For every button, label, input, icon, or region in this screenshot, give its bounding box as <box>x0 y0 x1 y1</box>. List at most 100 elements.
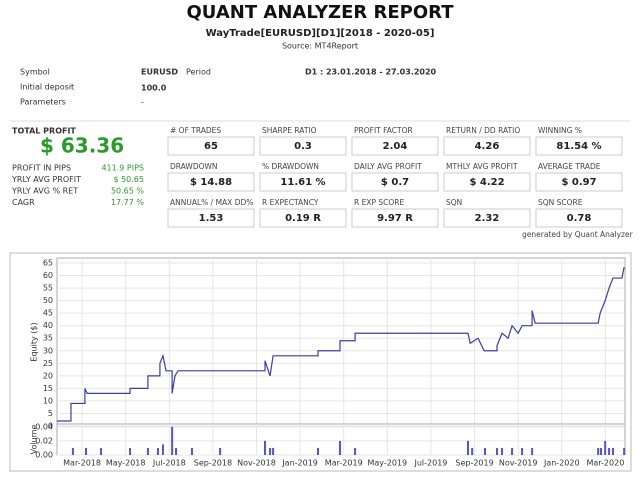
volume-bar <box>484 447 487 455</box>
volume-bar <box>600 447 603 455</box>
x-tick-label: Mar-2019 <box>325 459 363 468</box>
volume-bar <box>175 447 178 455</box>
stat-label: MTHLY AVG PROFIT <box>446 162 518 171</box>
stat-label: DAILY AVG PROFIT <box>354 162 422 171</box>
volume-bar <box>146 447 149 455</box>
stat-value: $ 4.22 <box>469 177 504 188</box>
stat-box <box>167 208 255 228</box>
label: Parameters <box>20 98 66 107</box>
y-axis-label: Volume <box>30 425 39 455</box>
stat-box <box>443 208 531 228</box>
volume-bar <box>339 440 342 455</box>
volume-bar <box>604 440 607 455</box>
stat-box <box>167 172 255 192</box>
summary-label: YRLY AVG % RET <box>11 187 78 196</box>
x-tick-label: Jul-2018 <box>152 459 186 468</box>
stat-label: SHARPE RATIO <box>262 126 317 135</box>
y-tick-label: 35 <box>43 334 53 343</box>
y-tick-label: 15 <box>43 384 53 393</box>
stat-value: 0.19 R <box>285 213 321 224</box>
label: Symbol <box>20 68 50 77</box>
value: 100.0 <box>141 84 167 93</box>
y-tick-label: 60 <box>43 271 53 280</box>
stat-label: DRAWDOWN <box>170 162 218 171</box>
volume-bar <box>496 447 499 455</box>
volume-bar <box>264 440 267 455</box>
volume-bar <box>623 447 626 455</box>
summary-value: 411.9 PIPS <box>101 164 144 173</box>
y-tick-label: 0.02 <box>35 436 53 445</box>
chart-frame <box>9 252 632 472</box>
stat-label: % DRAWDOWN <box>262 162 319 171</box>
stat-box <box>259 172 347 192</box>
stat-value: 81.54 % <box>556 141 601 152</box>
total-profit: $ 63.36 <box>40 134 124 158</box>
stat-value: 0.78 <box>567 213 592 224</box>
x-tick-label: May-2018 <box>106 459 146 468</box>
stat-value: 4.26 <box>475 141 500 152</box>
stat-label: ANNUAL% / MAX DD% <box>170 198 253 207</box>
y-tick-label: 10 <box>43 396 53 405</box>
summary-label: CAGR <box>12 198 35 207</box>
stat-box <box>443 172 531 192</box>
y-tick-label: 55 <box>43 284 53 293</box>
value: EURUSD <box>141 68 178 77</box>
x-tick-label: May-2019 <box>368 459 408 468</box>
subtitle: WayTrade[EURUSD][D1][2018 - 2020-05] <box>206 28 435 39</box>
x-tick-label: Jul-2019 <box>413 459 447 468</box>
x-tick-label: Sep-2018 <box>194 459 232 468</box>
summary-label: YRLY AVG PROFIT <box>11 175 81 184</box>
summary-label: PROFIT IN PIPS <box>12 164 71 173</box>
stat-label: AVERAGE TRADE <box>538 162 601 171</box>
stat-box <box>259 208 347 228</box>
x-tick-label: Jan-2020 <box>543 459 580 468</box>
stat-value: $ 14.88 <box>190 177 232 188</box>
stat-value: 0.3 <box>294 141 312 152</box>
stat-label: R EXPECTANCY <box>262 198 319 207</box>
stat-box <box>351 172 439 192</box>
volume-bar <box>597 447 600 455</box>
volume-bar <box>511 447 514 455</box>
y-tick-label: 0.00 <box>35 451 53 460</box>
x-tick-label: Mar-2018 <box>63 459 101 468</box>
volume-bar <box>161 444 164 455</box>
volume-bar <box>531 447 534 455</box>
volume-bar <box>612 447 615 455</box>
stat-box <box>167 136 255 156</box>
volume-bar <box>501 447 504 455</box>
stat-box <box>535 172 623 192</box>
x-tick-label: Nov-2018 <box>237 459 276 468</box>
y-tick-label: 25 <box>43 359 53 368</box>
y-tick-label: 30 <box>43 346 53 355</box>
stat-label: # OF TRADES <box>170 126 221 135</box>
stat-label: SQN <box>446 198 462 207</box>
y-tick-label: 50 <box>43 296 53 305</box>
y-axis-label: Equity ($) <box>30 322 39 361</box>
stat-value: 2.04 <box>383 141 408 152</box>
y-tick-label: 65 <box>43 259 53 268</box>
stat-label: RETURN / DD RATIO <box>446 126 520 135</box>
summary-value: $ 50.65 <box>113 175 144 184</box>
volume-bar <box>316 447 319 455</box>
summary-value: 17.77 % <box>111 198 144 207</box>
stat-value: 65 <box>204 141 218 152</box>
stat-box <box>351 208 439 228</box>
stat-value: 11.61 % <box>280 177 325 188</box>
summary-value: 50.65 % <box>111 187 144 196</box>
y-tick-label: 5 <box>48 409 53 418</box>
volume-bar <box>272 447 275 455</box>
volume-bar <box>84 447 87 455</box>
stat-value: $ 0.7 <box>381 177 409 188</box>
volume-bar <box>467 440 470 455</box>
volume-bar <box>471 447 474 455</box>
footer: generated by Quant Analyzer <box>522 230 634 239</box>
stat-box <box>443 136 531 156</box>
stat-box <box>535 208 623 228</box>
stat-value: 1.53 <box>199 213 224 224</box>
stat-box <box>259 136 347 156</box>
y-tick-label: 20 <box>43 371 53 380</box>
label: TOTAL PROFIT <box>12 127 76 136</box>
x-tick-label: Nov-2019 <box>499 459 538 468</box>
y-tick-label: 45 <box>43 309 53 318</box>
